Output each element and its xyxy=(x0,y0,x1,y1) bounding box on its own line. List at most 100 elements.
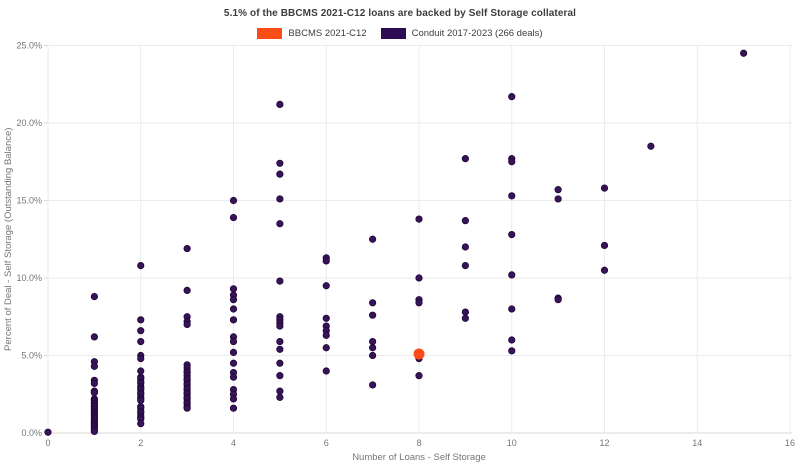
x-tick-label: 14 xyxy=(692,438,702,448)
conduit-data-point xyxy=(508,305,516,313)
conduit-data-point xyxy=(322,367,330,375)
conduit-data-point xyxy=(508,347,516,355)
y-tick-label: 0.0% xyxy=(21,428,42,438)
legend-swatch-bbcms xyxy=(257,28,283,39)
y-tick-label: 10.0% xyxy=(16,273,42,283)
conduit-data-point xyxy=(137,354,145,363)
conduit-data-point xyxy=(322,257,330,265)
x-tick-label: 12 xyxy=(599,438,609,448)
conduit-data-point xyxy=(183,286,191,294)
conduit-data-point xyxy=(137,261,145,270)
conduit-data-point xyxy=(229,337,238,346)
conduit-data-point xyxy=(276,337,284,346)
conduit-data-point xyxy=(461,243,469,251)
conduit-data-point xyxy=(508,192,516,200)
conduit-data-point xyxy=(137,396,145,405)
chart-title: 5.1% of the BBCMS 2021-C12 loans are bac… xyxy=(223,8,577,19)
conduit-data-point xyxy=(229,404,238,412)
conduit-data-point xyxy=(229,316,238,324)
y-axis-title: Percent of Deal - Self Storage (Outstand… xyxy=(3,128,14,351)
conduit-data-point xyxy=(508,231,516,239)
conduit-data-point xyxy=(90,379,98,387)
x-tick-label: 6 xyxy=(324,438,329,448)
conduit-data-point xyxy=(461,314,469,322)
conduit-data-point xyxy=(90,427,98,436)
y-tick-label: 25.0% xyxy=(16,41,42,51)
conduit-data-point xyxy=(229,395,238,403)
conduit-data-point xyxy=(322,282,330,290)
bbcms-data-point xyxy=(413,348,425,360)
conduit-data-point xyxy=(229,348,238,356)
conduit-data-point xyxy=(229,359,238,367)
conduit-data-point xyxy=(137,316,145,324)
conduit-data-point xyxy=(369,381,377,389)
legend-label-bbcms: BBCMS 2021-C12 xyxy=(288,28,367,39)
conduit-data-point xyxy=(740,49,748,57)
x-tick-label: 2 xyxy=(138,438,143,448)
conduit-data-point xyxy=(554,186,562,194)
conduit-data-point xyxy=(508,158,516,166)
conduit-data-point xyxy=(415,372,423,380)
conduit-data-point xyxy=(554,195,562,203)
conduit-data-point xyxy=(415,299,423,307)
y-tick-label: 20.0% xyxy=(16,118,42,128)
x-tick-label: 4 xyxy=(231,438,236,448)
conduit-data-point xyxy=(276,100,284,109)
conduit-data-point xyxy=(44,428,52,436)
conduit-data-point xyxy=(369,337,377,346)
conduit-data-point xyxy=(600,184,609,192)
conduit-data-point xyxy=(322,331,330,339)
conduit-data-point xyxy=(229,305,238,313)
conduit-data-point xyxy=(369,235,377,243)
legend-item-bbcms[interactable]: BBCMS 2021-C12 xyxy=(257,28,367,39)
legend-swatch-conduit xyxy=(380,28,406,39)
chart-legend: BBCMS 2021-C12 Conduit 2017-2023 (266 de… xyxy=(0,28,800,39)
conduit-data-point xyxy=(229,285,238,293)
conduit-data-point xyxy=(183,244,191,253)
conduit-data-point xyxy=(461,261,469,270)
conduit-data-point xyxy=(276,387,284,395)
conduit-data-point xyxy=(369,311,377,319)
conduit-data-point xyxy=(229,373,238,381)
conduit-data-point xyxy=(276,159,284,167)
conduit-data-point xyxy=(137,420,145,428)
conduit-data-point xyxy=(508,93,516,101)
conduit-data-point xyxy=(276,393,284,401)
conduit-data-point xyxy=(415,215,423,223)
conduit-data-point xyxy=(322,344,330,352)
conduit-data-point xyxy=(229,196,238,205)
conduit-data-point xyxy=(600,241,609,250)
conduit-data-point xyxy=(90,389,98,397)
conduit-data-point xyxy=(508,271,516,279)
conduit-data-point xyxy=(276,277,284,285)
conduit-data-point xyxy=(369,344,377,352)
conduit-data-point xyxy=(229,213,238,222)
conduit-data-point xyxy=(415,274,423,282)
conduit-data-point xyxy=(229,296,238,304)
conduit-data-point xyxy=(369,351,377,360)
conduit-data-point xyxy=(137,337,145,346)
conduit-data-point xyxy=(90,362,98,370)
conduit-data-point xyxy=(276,345,284,353)
conduit-data-point xyxy=(90,333,98,341)
conduit-data-point xyxy=(461,217,469,225)
conduit-data-point xyxy=(183,320,191,329)
conduit-data-point xyxy=(508,336,516,344)
x-tick-label: 0 xyxy=(45,438,50,448)
conduit-data-point xyxy=(554,296,562,304)
legend-item-conduit[interactable]: Conduit 2017-2023 (266 deals) xyxy=(380,28,543,39)
conduit-data-point xyxy=(647,142,655,150)
conduit-data-point xyxy=(90,292,98,301)
conduit-data-point xyxy=(276,372,284,380)
conduit-data-point xyxy=(276,170,284,178)
conduit-data-point xyxy=(137,327,145,335)
conduit-data-point xyxy=(276,220,284,228)
conduit-data-point xyxy=(461,155,469,163)
x-tick-label: 10 xyxy=(507,438,517,448)
y-tick-label: 5.0% xyxy=(21,351,42,361)
conduit-data-point xyxy=(183,404,191,412)
conduit-data-point xyxy=(600,266,609,274)
conduit-data-point xyxy=(322,314,330,322)
